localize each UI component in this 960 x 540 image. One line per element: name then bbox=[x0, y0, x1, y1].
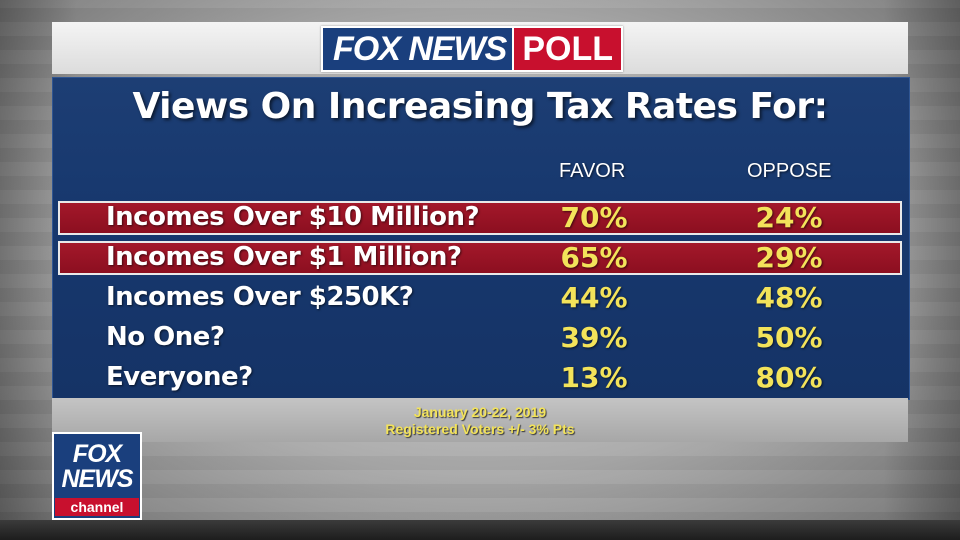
footer-strip bbox=[52, 398, 908, 442]
column-header-favor: FAVOR bbox=[559, 160, 626, 182]
logo-fox-news-text: FOX NEWS bbox=[323, 28, 513, 70]
row-highlight bbox=[58, 241, 902, 275]
bug-fox-text: FOX bbox=[72, 440, 122, 468]
oppose-value: 48% bbox=[755, 281, 823, 314]
oppose-value: 50% bbox=[755, 321, 823, 354]
poll-dates: January 20-22, 2019 bbox=[413, 404, 547, 420]
column-header-oppose: OPPOSE bbox=[747, 160, 832, 182]
poll-sample-info: Registered Voters +/- 3% Pts bbox=[385, 421, 575, 437]
oppose-value: 80% bbox=[755, 361, 823, 394]
poll-panel bbox=[52, 77, 910, 400]
logo-poll-text: POLL bbox=[512, 28, 622, 70]
row-label: No One? bbox=[106, 322, 225, 352]
fox-news-poll-logo: FOX NEWS POLL bbox=[321, 26, 624, 72]
row-label: Everyone? bbox=[106, 362, 253, 392]
bottom-bar bbox=[0, 520, 960, 540]
chart-title: Views On Increasing Tax Rates For: bbox=[132, 86, 828, 127]
row-label: Incomes Over $1 Million? bbox=[106, 242, 462, 272]
bug-news-text: NEWS bbox=[61, 465, 134, 493]
favor-value: 39% bbox=[560, 321, 628, 354]
bug-channel-text: channel bbox=[55, 498, 139, 516]
fox-news-channel-logo: FOX NEWS channel bbox=[52, 432, 142, 520]
row-label: Incomes Over $250K? bbox=[106, 282, 414, 312]
row-highlight bbox=[58, 201, 902, 235]
oppose-value: 24% bbox=[755, 201, 823, 234]
oppose-value: 29% bbox=[755, 241, 823, 274]
row-label: Incomes Over $10 Million? bbox=[106, 202, 480, 232]
favor-value: 13% bbox=[560, 361, 628, 394]
favor-value: 70% bbox=[560, 201, 628, 234]
favor-value: 65% bbox=[560, 241, 628, 274]
favor-value: 44% bbox=[560, 281, 628, 314]
